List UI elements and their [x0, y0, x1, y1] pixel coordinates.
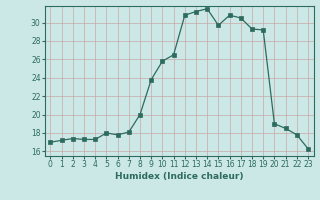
X-axis label: Humidex (Indice chaleur): Humidex (Indice chaleur) — [115, 172, 244, 181]
